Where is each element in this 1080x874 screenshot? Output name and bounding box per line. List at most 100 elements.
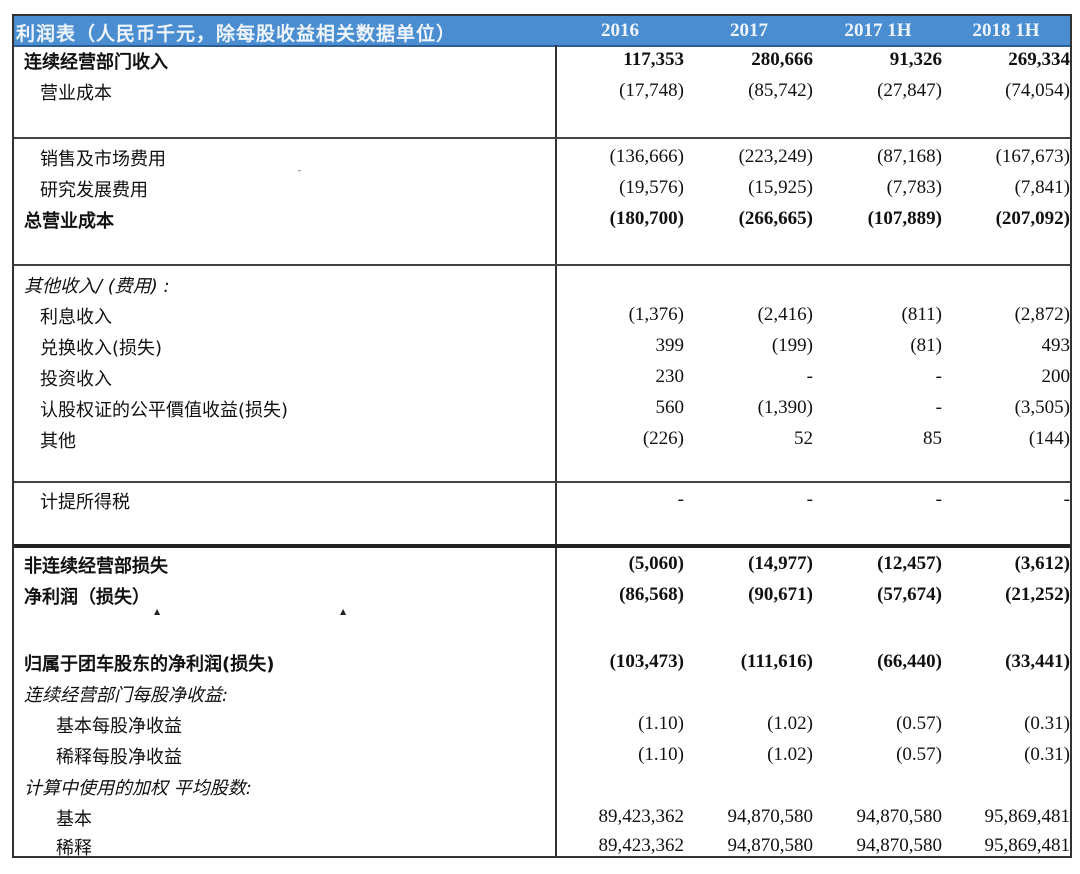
row-label: 稀释每股净收益 — [56, 747, 182, 768]
table-row: 连续经营部门收入 117,353 280,666 91,326 269,334 — [14, 48, 1070, 78]
table-row: 计提所得税 - - - - — [14, 488, 1070, 518]
cell-2017: (1,390) — [757, 397, 813, 418]
cell-2017: (1.02) — [767, 744, 813, 765]
cell-2017-1h: (0.57) — [896, 713, 942, 734]
cell-2017-1h: (81) — [910, 335, 942, 356]
section-divider — [14, 264, 1070, 266]
cell-2018-1h: (167,673) — [995, 146, 1070, 167]
row-label: 总营业成本 — [24, 211, 114, 232]
cell-2017-1h: (87,168) — [877, 146, 942, 167]
cell-2018-1h: 200 — [1041, 366, 1071, 387]
table-row: 其他 (226) 52 85 (144) — [14, 427, 1070, 457]
cell-2018-1h: (0.31) — [1024, 713, 1070, 734]
row-label: 投资收入 — [40, 369, 112, 390]
cell-2016: (136,666) — [609, 146, 684, 167]
cell-2017: (199) — [771, 335, 813, 356]
cell-2017: (223,249) — [738, 146, 813, 167]
table-row: 计算中使用的加权 平均股数: — [14, 774, 1070, 804]
row-label: 其他 — [40, 431, 76, 452]
cell-2017-1h: (0.57) — [896, 744, 942, 765]
cell-2016: 560 — [655, 397, 685, 418]
cell-2017: 52 — [794, 428, 813, 449]
cell-2017: (90,671) — [748, 584, 813, 605]
row-label: 兑换收入(损失) — [40, 338, 163, 359]
row-label: 净利润（损失） — [24, 587, 150, 608]
cell-2017-1h: (27,847) — [877, 80, 942, 101]
table-row: 认股权证的公平價值收益(损失) 560 (1,390) - (3,505) — [14, 396, 1070, 426]
row-label: 认股权证的公平價值收益(损失) — [40, 400, 289, 421]
cell-2017-1h: 85 — [923, 428, 942, 449]
cell-2017-1h: 91,326 — [889, 49, 942, 70]
cell-2016: (5,060) — [628, 553, 684, 574]
cell-2017: (15,925) — [748, 177, 813, 198]
row-label: 研究发展费用 — [40, 180, 148, 201]
cell-2017-1h: (107,889) — [867, 208, 942, 229]
cell-2017-1h: - — [935, 397, 942, 418]
cell-2018-1h: 95,869,481 — [984, 806, 1071, 827]
cell-2016: (19,576) — [619, 177, 684, 198]
cell-2017-1h: (57,674) — [877, 584, 942, 605]
column-header-2017: 2017 — [730, 20, 768, 41]
cell-2018-1h: (144) — [1028, 428, 1070, 449]
table-row: 研究发展费用 (19,576) (15,925) (7,783) (7,841) — [14, 176, 1070, 206]
table-row: 销售及市场费用 (136,666) (223,249) (87,168) (16… — [14, 145, 1070, 175]
row-label: 销售及市场费用 — [40, 149, 166, 170]
cell-2016: (1.10) — [638, 744, 684, 765]
cell-2018-1h: (2,872) — [1014, 304, 1070, 325]
table-row: 利息收入 (1,376) (2,416) (811) (2,872) — [14, 303, 1070, 333]
row-label: 计提所得税 — [40, 492, 130, 513]
row-label: 连续经营部门收入 — [24, 52, 168, 73]
table-header: 利润表（人民币千元，除每股收益相关数据单位） 2016 2017 2017 1H… — [14, 16, 1070, 47]
cell-2017-1h: - — [935, 366, 942, 387]
cell-2017: (2,416) — [757, 304, 813, 325]
cell-2018-1h: (7,841) — [1014, 177, 1070, 198]
cell-2017-1h: 94,870,580 — [856, 806, 943, 827]
cell-2017: (111,616) — [740, 651, 813, 672]
table-row: 非连续经营部损失 (5,060) (14,977) (12,457) (3,61… — [14, 552, 1070, 582]
cell-2017: - — [806, 366, 813, 387]
section-divider — [14, 481, 1070, 483]
table-row: 连续经营部门每股净收益: — [14, 681, 1070, 711]
row-label: 归属于团车股东的净利润(损失) — [24, 654, 275, 675]
row-label: 其他收入/ (费用) : — [24, 276, 170, 297]
cell-2016: - — [677, 489, 684, 510]
cell-2017-1h: (811) — [901, 304, 942, 325]
cell-2016: 230 — [655, 366, 685, 387]
table-row: 归属于团车股东的净利润(损失) (103,473) (111,616) (66,… — [14, 650, 1070, 680]
cell-2016: (86,568) — [619, 584, 684, 605]
row-label: 非连续经营部损失 — [24, 556, 168, 577]
cell-2016: 89,423,362 — [598, 806, 685, 827]
section-divider-thick — [14, 544, 1070, 548]
cell-2018-1h: - — [1063, 489, 1070, 510]
row-label: 营业成本 — [40, 83, 112, 104]
cell-2016: 117,353 — [623, 49, 684, 70]
column-header-2018-1h: 2018 1H — [972, 20, 1040, 41]
stray-mark: ▲ — [154, 607, 161, 616]
stray-mark: ▲ — [340, 607, 347, 616]
cell-2017: 94,870,580 — [727, 806, 814, 827]
cell-2016: 399 — [655, 335, 685, 356]
cell-2017-1h: (12,457) — [877, 553, 942, 574]
cell-2016: (103,473) — [609, 651, 684, 672]
income-statement-table: 利润表（人民币千元，除每股收益相关数据单位） 2016 2017 2017 1H… — [12, 14, 1072, 859]
section-divider — [14, 137, 1070, 139]
cell-2016: (1.10) — [638, 713, 684, 734]
cell-2018-1h: 269,334 — [1008, 49, 1070, 70]
cell-2018-1h: (0.31) — [1024, 744, 1070, 765]
cell-2017: 94,870,580 — [727, 835, 814, 856]
table-title: 利润表（人民币千元，除每股收益相关数据单位） — [16, 23, 457, 45]
cell-2016: (180,700) — [609, 208, 684, 229]
cell-2018-1h: (207,092) — [995, 208, 1070, 229]
table-row: 基本每股净收益 (1.10) (1.02) (0.57) (0.31) — [14, 712, 1070, 742]
cell-2016: (226) — [642, 428, 684, 449]
table-row: 基本 89,423,362 94,870,580 94,870,580 95,8… — [14, 805, 1070, 835]
column-header-2017-1h: 2017 1H — [844, 20, 912, 41]
row-label: 基本每股净收益 — [56, 716, 182, 737]
cell-2018-1h: 95,869,481 — [984, 835, 1071, 856]
row-label: 连续经营部门每股净收益: — [24, 685, 229, 706]
table-row: 营业成本 (17,748) (85,742) (27,847) (74,054) — [14, 79, 1070, 109]
table-row: 兑换收入(损失) 399 (199) (81) 493 — [14, 334, 1070, 364]
table-row: 其他收入/ (费用) : — [14, 272, 1070, 302]
table-row: 投资收入 230 - - 200 — [14, 365, 1070, 395]
cell-2017: - — [806, 489, 813, 510]
